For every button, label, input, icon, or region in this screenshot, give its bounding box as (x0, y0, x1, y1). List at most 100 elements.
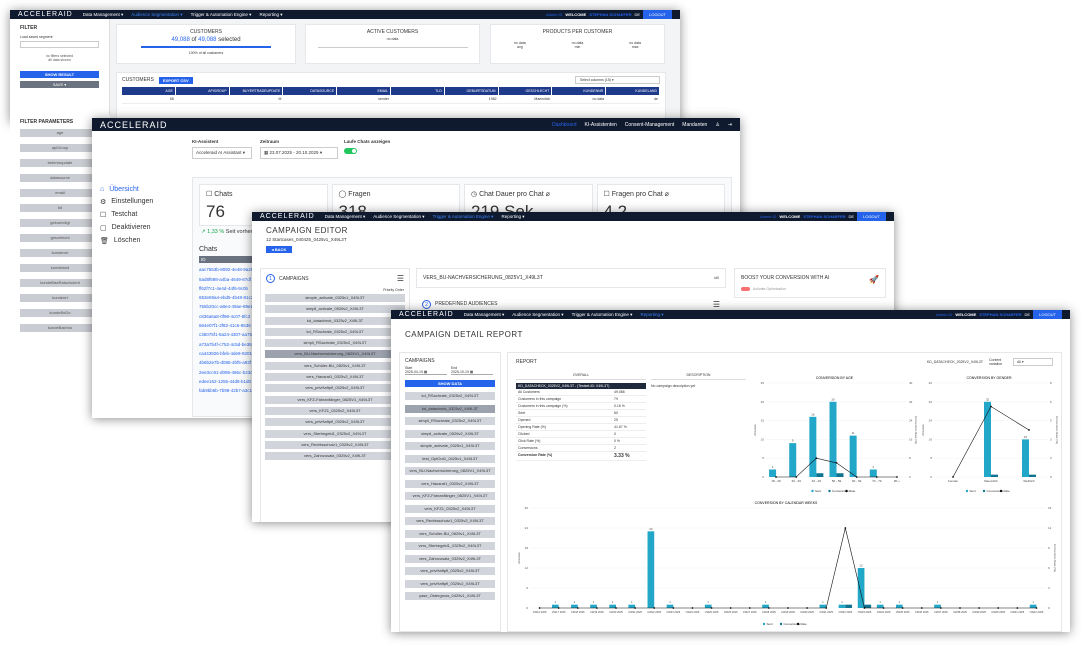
column-header[interactable]: GEBURTSDATUM (444, 87, 499, 95)
chat-id-link[interactable]: 4b6b2e7b-d085-4bf5-a93f (199, 360, 252, 366)
campaign-list-item[interactable]: vers_privHaftpfl_0325v2_X49L3T (265, 418, 405, 427)
campaign-list-item[interactable]: vers_Zahnzusatz_0325v2_X49L3T (265, 452, 405, 461)
campaign-list-item[interactable]: vers_Schüler-BU_0825v1_X49L3T (405, 529, 495, 538)
campaign-list-item[interactable]: vers_KFZ-Fahranfänger_0825V1_X49L3T (265, 395, 405, 404)
sidebar-item[interactable]: 🗑 Löschen (100, 237, 153, 245)
nav-item[interactable]: Trigger & Automation Engine ▾ (571, 311, 633, 317)
sidebar-item[interactable]: ▢ Deaktivieren (100, 224, 153, 232)
campaign-list-item[interactable]: simpli_RSachrate_0325v2_X49L3T (265, 339, 405, 348)
chat-id-link[interactable]: ca443926-bfeb-4de8-9201 (199, 350, 253, 356)
nav-item-active[interactable]: Dashboard (552, 121, 577, 128)
campaign-list-item[interactable]: vers_Hausrat1_0325v2_X49L3T (405, 479, 495, 488)
select-columns-dropdown[interactable]: Select columns (15) ▾ (575, 76, 660, 84)
campaign-list-item[interactable]: simpli_activate_0526v2_X49L3T (405, 429, 495, 438)
logout-button[interactable]: LOGOUT (643, 10, 672, 19)
column-header[interactable]: EMAIL (337, 87, 391, 95)
filter-param-button[interactable]: geschlecht (20, 234, 100, 242)
chat-id-link[interactable]: 5ad8f698-a4ba-4649-87df (199, 276, 252, 282)
column-header[interactable]: APIGROUP (175, 87, 230, 95)
nav-item[interactable]: Audience Segmentation ▾ (512, 311, 564, 317)
campaign-list-item[interactable]: vers_privHaftpfl_0325v2_X49L3T (405, 579, 495, 588)
live-chats-toggle[interactable] (344, 148, 357, 154)
campaign-list-item[interactable]: kd_RSachrate_0325v2_X49L3T (265, 327, 405, 336)
campaign-list-item[interactable]: vers_privHaftpfl_0325v2_X49L3T (405, 567, 495, 575)
nav-item-active[interactable]: Trigger & Automation Engine ▾ (432, 213, 494, 219)
chat-id-link[interactable]: 2ee3cc91-d095-486c-b23c (199, 369, 253, 375)
logout-button[interactable]: LOGOUT (857, 212, 886, 221)
column-header[interactable]: KUNDELAND (606, 87, 660, 95)
user-name[interactable]: STEPHAN SCHAEFER (803, 214, 846, 219)
list-icon[interactable]: ☰ (396, 274, 404, 283)
start-date-input[interactable]: 2025-04-19 ▦ (405, 370, 447, 375)
chat-id-link[interactable]: 755b20cc-a8e4-49ae-89e1 (199, 304, 254, 310)
filter-param-button[interactable]: age (20, 129, 100, 137)
column-header[interactable]: GESCHLECHT (498, 87, 553, 95)
campaign-list-item[interactable]: simple_activate_0325v1_X49L3T (405, 442, 495, 450)
user-name[interactable]: STEPHAN SCHAEFER (589, 12, 632, 17)
back-button[interactable]: ◂ BACK (266, 246, 292, 253)
campaign-list-item[interactable]: vers_KFZ1_0325v2_X49L3T (405, 504, 495, 513)
chat-id-link[interactable]: ff62f7c1-4e4d-44f6-9c0b (199, 285, 248, 291)
nav-item[interactable]: Data Management ▾ (82, 11, 124, 17)
campaign-list-item[interactable]: vers_Zahnzusatz_0325v2_X49L3T (405, 554, 495, 563)
chat-id-link[interactable]: 664e07f1-2f82-41c6-8536 (199, 323, 251, 329)
column-header[interactable]: BUYERTRADEUPDATE (229, 87, 284, 95)
filter-param-button[interactable]: kundennr (20, 249, 100, 257)
column-header[interactable]: DATASOURCE (283, 87, 338, 95)
campaign-list-item[interactable]: simple_activate_0325v1_X49L3T (265, 294, 405, 302)
nav-item[interactable]: Mandanten (682, 121, 708, 128)
chat-id-link[interactable]: c836a6a8-0f98-4c07-8fc3 (199, 313, 251, 319)
nav-item[interactable]: KI-Assistenten (584, 121, 617, 128)
filter-param-button[interactable]: betermupdate (20, 159, 100, 167)
nav-item[interactable]: Reporting ▾ (259, 11, 283, 17)
campaign-list-item[interactable]: simpli_activate_0526v2_X49L3T (265, 305, 405, 314)
campaign-list-item[interactable]: vers_Schüler-BU_0825v1_X49L3T (265, 361, 405, 370)
end-date-input[interactable]: 2025-10-19 ▦ (451, 370, 493, 375)
nav-item[interactable]: Data Management ▾ (463, 311, 505, 317)
filter-param-button[interactable]: apiGroup (20, 144, 100, 152)
flag-de[interactable]: DE (1024, 312, 1031, 317)
campaign-list-item[interactable]: simpli_RSachrate_0325v2_X49L3T (405, 417, 495, 425)
segment-select[interactable] (20, 41, 99, 48)
logout-button[interactable]: LOGOUT (1033, 310, 1062, 319)
save-button[interactable]: SAVE ▾ (20, 81, 99, 88)
chat-id-link[interactable]: edee152-1255-44d8-b1d0 (199, 378, 252, 384)
chat-id-link[interactable]: c36075f1-5a24-4307-aa75 (199, 332, 253, 338)
show-data-button[interactable]: SHOW DATA (405, 380, 495, 387)
list-icon[interactable]: ☰ (712, 299, 720, 309)
logout-icon[interactable]: ⇥ (727, 121, 732, 128)
campaign-list-item[interactable]: kd_datacheck_0325v2_X49L3T (405, 404, 495, 413)
chat-id-link[interactable]: 653e69a4-ebd5-4b48-81c2 (199, 295, 254, 301)
nav-item[interactable]: Reporting ▾ (501, 213, 525, 219)
campaign-list-item[interactable]: vers_BU-Nachversicherung_0825V1_X49L3T (265, 350, 405, 359)
campaign-list-item[interactable]: vers_BU-Nachversicherung_0825V1_X49L3T (405, 467, 495, 475)
campaign-list-item[interactable]: yase_Ostergruss_0425v1_X49L3T (405, 592, 495, 600)
flag-de[interactable]: DE (848, 214, 855, 219)
column-header[interactable]: AGE (122, 87, 176, 95)
chat-id-link[interactable]: aac7553b-8092-4e48-9a28 (199, 267, 254, 273)
chat-id-link[interactable]: a73a7b4f-c752-4c5d-be36 (199, 341, 252, 347)
period-picker[interactable]: ▦ 23.07.2025 - 20.10.2025 ▾ (260, 147, 338, 159)
campaign-list-item[interactable]: kd_datacheck_0325v2_X49L3T (265, 316, 405, 325)
nav-item[interactable]: Audience Segmentation ▾ (373, 213, 425, 219)
campaign-list-item[interactable]: vers_Sterbegeld1_0325v2_X49L3T (265, 429, 405, 438)
filter-param-button[interactable]: kundeBiszRatschulent (20, 279, 100, 287)
sidebar-item[interactable]: ⌂ Übersicht (100, 186, 153, 193)
filter-param-button[interactable]: kundeBachnu (20, 324, 100, 332)
campaign-list-item[interactable]: kd_RSachrate_0325v2_X49L3T (405, 392, 495, 400)
campaign-list-item[interactable]: vers_privHaftpfl_0325v2_X49L3T (265, 384, 405, 393)
filter-param-button[interactable]: kundenrt (20, 294, 100, 302)
nav-item[interactable]: Data Management ▾ (324, 213, 366, 219)
user-icon[interactable]: ♙ (715, 121, 720, 128)
show-result-button[interactable]: SHOW RESULT (20, 71, 99, 78)
nav-item-active[interactable]: Reporting ▾ (640, 311, 664, 317)
filter-param-button[interactable]: kundeland (20, 264, 100, 272)
sidebar-item[interactable]: ⚙ Einstellungen (100, 198, 153, 206)
campaign-list-item[interactable]: vers_KFZ1_0325v2_X49L3T (265, 406, 405, 415)
filter-param-button[interactable]: email (20, 189, 100, 197)
export-csv-button[interactable]: EXPORT CSV (158, 76, 193, 84)
nav-item[interactable]: Consent-Management (624, 121, 675, 128)
campaign-list-item[interactable]: vers_Sterbegeld1_0325v2_X49L3T (405, 542, 495, 550)
ai-optimization-toggle[interactable] (741, 287, 750, 291)
sidebar-item[interactable]: ☐ Testchat (100, 211, 153, 219)
